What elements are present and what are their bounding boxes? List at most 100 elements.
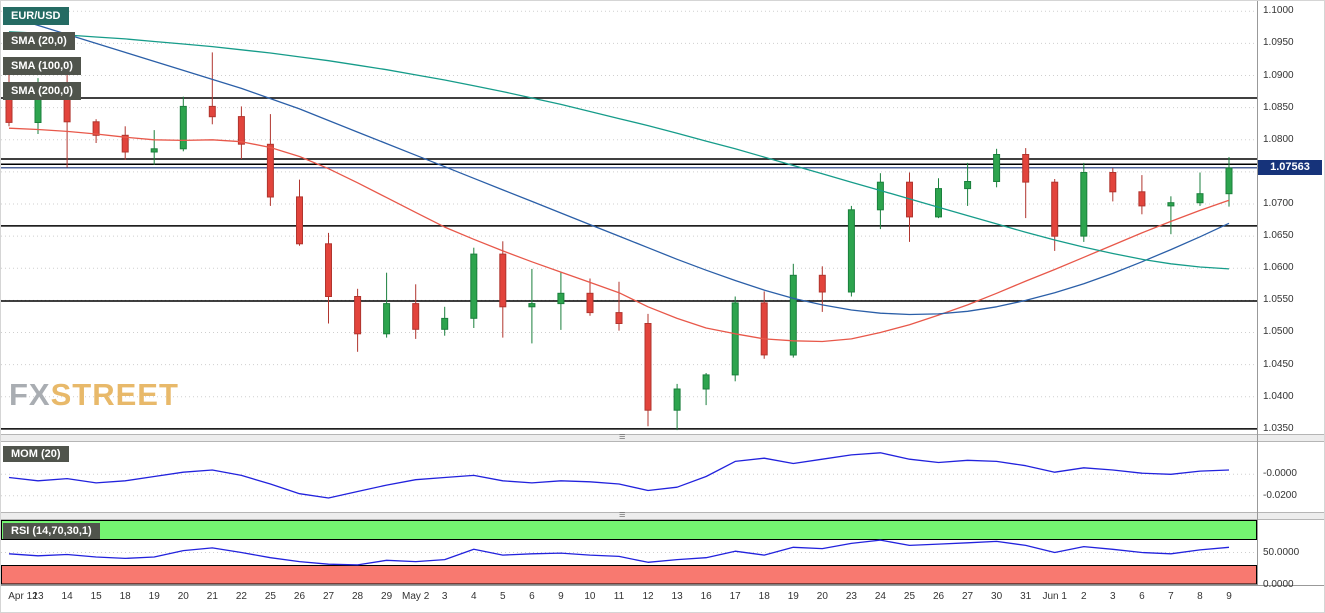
candle-body [876,181,884,211]
x-axis-label: 13 [32,591,44,602]
oversold-band [1,565,1257,585]
x-axis-label: 3 [441,591,448,602]
fxstreet-logo: FXSTREET [9,377,179,413]
x-axis-label: 15 [90,591,102,602]
fxstreet-logo-street: STREET [50,377,179,412]
momentum-panel[interactable]: MOM (20) [1,442,1257,512]
candle-body [1167,202,1175,207]
candle-body [760,302,768,356]
x-axis-label: 8 [1197,591,1203,602]
axis-border [1257,1,1258,585]
drag-handle-icon[interactable]: ≡ [619,431,627,443]
candle-body [296,196,303,245]
candle-body [731,302,739,376]
x-axis-label: May 2 [402,591,430,602]
axis-tick-label: 1.0400 [1263,390,1294,402]
axis-tick-label: 1.0500 [1263,326,1294,338]
candle-body [470,253,478,319]
x-axis-label: 27 [962,591,974,602]
momentum-chart[interactable] [1,442,1257,512]
candle-body [644,323,652,411]
x-axis-label: 4 [470,591,477,602]
x-axis-label: 25 [264,591,276,602]
x-axis-label: 21 [206,591,218,602]
sma100-badge[interactable]: SMA (100,0) [3,57,81,75]
axis-tick-label: 1.0900 [1263,69,1294,81]
axis-tick-label: 1.0700 [1263,198,1294,209]
x-axis-label: 30 [991,591,1003,602]
axis-tick-label: 1.0450 [1263,358,1294,370]
last-price-tag: 1.07563 [1258,160,1322,176]
x-axis-label: 18 [119,591,131,602]
axis-tick-label: -0.0000 [1263,468,1297,480]
sma20-badge[interactable]: SMA (20,0) [3,32,75,50]
x-axis-label: 24 [874,591,886,602]
candle-body [586,292,594,314]
candle-body [702,374,710,390]
x-axis-label: 6 [1139,591,1145,602]
candle-body [818,274,826,293]
panel-divider[interactable]: ≡ [1,509,1324,521]
candle-body [179,105,187,150]
rsi-badge[interactable]: RSI (14,70,30,1) [3,523,100,539]
x-axis-label: 6 [529,591,535,602]
candle-body [499,253,507,308]
x-axis-label: 17 [729,591,741,602]
sma200-badge[interactable]: SMA (200,0) [3,82,81,100]
candle-body [412,303,420,330]
candle-body [615,312,623,325]
mom-line [8,452,1230,499]
x-axis-label: 16 [700,591,712,602]
x-axis-label: Apr 12 [8,591,38,602]
candle-body [441,317,449,330]
axis-tick-label: 1.0800 [1263,133,1294,145]
x-axis-label: 11 [613,591,625,602]
symbol-badge[interactable]: EUR/USD [3,7,69,25]
candle-body [964,181,972,190]
candle-body [847,209,855,293]
x-axis-label: 13 [671,591,683,602]
candle-body [150,148,158,153]
x-axis-label: 9 [558,591,564,602]
drag-handle-icon[interactable]: ≡ [619,509,627,521]
x-axis-label: 18 [758,591,770,602]
x-axis-label: Jun 1 [1042,591,1067,602]
x-axis-label: 9 [1226,591,1232,602]
candle-body [993,154,1001,182]
x-axis-label: 26 [932,591,945,602]
x-axis-label: 31 [1020,591,1032,602]
price-chart-panel[interactable]: EUR/USD SMA (20,0) SMA (100,0) SMA (200,… [1,1,1257,434]
candle-body [1080,172,1088,237]
x-axis-label: 28 [352,591,364,602]
sma200-line [8,31,1230,270]
x-axis-label: 19 [148,591,160,602]
candle-body [673,388,681,411]
x-axis-label: 25 [903,591,916,602]
y-axis[interactable]: 1.10001.09501.09001.08501.08001.07501.07… [1257,1,1324,590]
rsi-panel[interactable]: RSI (14,70,30,1) [1,520,1257,585]
candle-body [1051,181,1059,237]
x-axis-label: 20 [816,591,828,602]
mom-badge[interactable]: MOM (20) [3,446,69,462]
axis-tick-label: 1.0650 [1263,230,1294,242]
axis-tick-label: 1.0550 [1263,294,1294,306]
panel-divider[interactable]: ≡ [1,431,1324,443]
candle-body [237,116,245,145]
sma20-line [8,127,1230,343]
axis-tick-label: 0.0000 [1263,579,1294,590]
rsi-chart[interactable] [1,520,1257,585]
x-axis-label: 3 [1110,591,1116,602]
x-axis-label: 23 [845,591,857,602]
axis-tick-label: -0.0200 [1263,489,1297,501]
candle-body [92,121,100,136]
candlestick-chart[interactable] [1,1,1257,434]
candle-body [789,274,797,356]
legend: EUR/USD SMA (20,0) SMA (100,0) SMA (200,… [3,7,81,107]
axis-tick-label: 50.0000 [1263,546,1300,558]
fxstreet-logo-fx: FX [9,377,51,412]
x-axis-label: 19 [787,591,799,602]
candle-body [1109,172,1117,193]
x-axis-label: 20 [177,591,189,602]
